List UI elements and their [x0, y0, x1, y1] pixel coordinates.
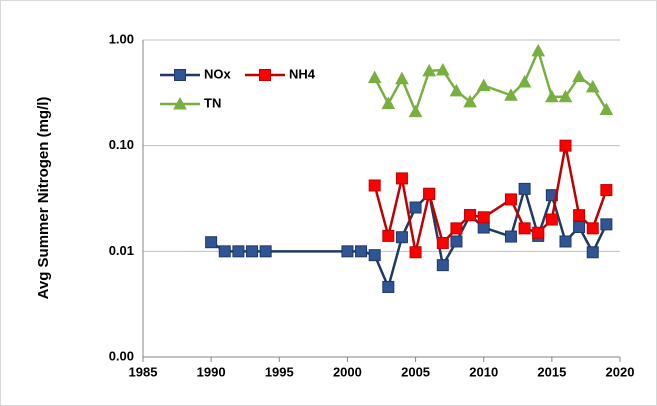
x-tick-label: 2000	[333, 364, 362, 379]
data-point	[545, 89, 559, 103]
data-point	[246, 245, 259, 258]
data-point	[218, 245, 231, 258]
data-point	[518, 222, 531, 235]
data-point	[436, 236, 449, 249]
data-point	[232, 245, 245, 258]
data-point	[450, 222, 463, 235]
y-tick-label: 1.00	[109, 31, 134, 46]
data-point	[586, 222, 599, 235]
data-point	[545, 213, 558, 226]
data-point	[355, 245, 368, 258]
data-point	[395, 172, 408, 185]
data-point	[477, 221, 490, 234]
data-point	[517, 75, 532, 88]
x-tick-label: 2010	[469, 364, 498, 379]
data-point	[585, 79, 600, 93]
data-point	[476, 78, 491, 92]
data-point	[477, 211, 490, 224]
data-point	[408, 104, 423, 118]
data-point	[450, 235, 463, 248]
data-point	[205, 236, 218, 249]
data-point	[395, 71, 409, 85]
data-point	[422, 63, 437, 77]
y-axis-label: Avg Summer Nitrogen (mg/l)	[35, 97, 52, 300]
data-point	[436, 259, 449, 272]
x-tick-label: 2020	[606, 364, 635, 379]
data-point	[558, 89, 573, 103]
x-tick-label: 2015	[537, 364, 566, 379]
data-point	[382, 280, 395, 293]
data-point	[435, 62, 450, 76]
data-point	[368, 179, 381, 192]
legend-marker	[173, 96, 187, 110]
data-point	[559, 139, 572, 152]
data-point	[518, 182, 531, 195]
data-point	[464, 209, 477, 222]
data-point	[599, 102, 614, 115]
legend-label: NH4	[289, 66, 316, 81]
y-tick-label: 0.01	[109, 243, 134, 258]
data-point	[532, 226, 545, 239]
data-point	[259, 245, 272, 258]
data-point	[600, 184, 613, 197]
data-point	[368, 249, 381, 262]
x-tick-label: 1985	[129, 364, 158, 379]
data-point	[395, 231, 408, 244]
data-point	[382, 229, 395, 242]
legend-label: TN	[204, 95, 221, 110]
y-tick-label: 0.00	[109, 348, 134, 363]
data-point	[423, 187, 436, 200]
legend-label: NOx	[204, 66, 232, 81]
x-tick-label: 1995	[265, 364, 294, 379]
data-point	[504, 193, 517, 206]
x-tick-label: 2005	[401, 364, 430, 379]
legend-marker	[174, 69, 186, 81]
data-point	[572, 69, 586, 83]
data-point	[586, 246, 599, 259]
data-point	[463, 94, 477, 108]
data-point	[504, 230, 517, 243]
data-point	[600, 218, 613, 231]
legend-marker	[259, 69, 271, 81]
data-point	[449, 83, 464, 97]
x-tick-label: 1990	[197, 364, 226, 379]
data-point	[531, 43, 546, 57]
data-point	[381, 96, 396, 110]
data-point	[504, 88, 518, 101]
data-point	[559, 235, 572, 248]
data-point	[367, 70, 382, 84]
data-point	[409, 201, 422, 214]
data-point	[341, 245, 354, 258]
y-tick-label: 0.10	[109, 137, 134, 152]
data-point	[573, 209, 586, 222]
data-point	[573, 220, 586, 233]
data-point	[409, 246, 422, 259]
